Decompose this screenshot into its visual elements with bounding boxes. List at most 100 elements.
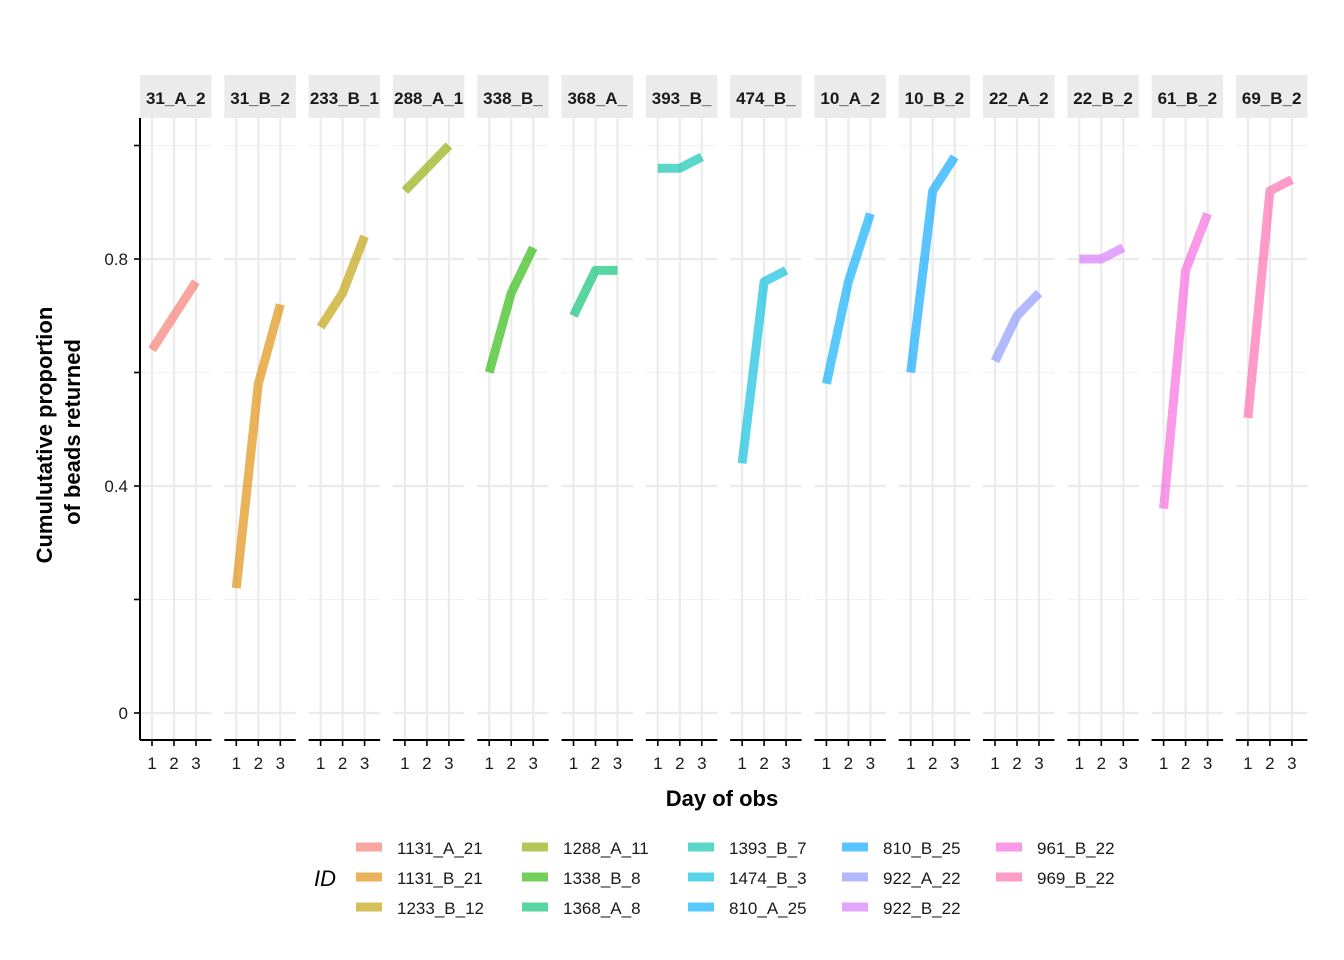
x-tick-label: 2 — [338, 754, 347, 773]
x-axis-title: Day of obs — [666, 786, 778, 811]
legend-label-1393_B_7: 1393_B_7 — [729, 839, 807, 858]
x-tick-label: 3 — [781, 754, 790, 773]
x-tick-label: 3 — [1119, 754, 1128, 773]
facet-panel-961_B_22: 61_B_2 1 2 3 — [1151, 75, 1224, 773]
facet-panel-1288_A_11: 288_A_1 1 2 3 — [392, 75, 465, 773]
legend-label-1368_A_8: 1368_A_8 — [563, 899, 641, 918]
x-tick-label: 1 — [147, 754, 156, 773]
legend: ID 1131_A_21 1131_B_21 1233_B_12 1288_A_11 1… — [314, 839, 1115, 918]
x-tick-label: 3 — [697, 754, 706, 773]
x-tick-label: 1 — [1243, 754, 1252, 773]
x-tick-label: 3 — [950, 754, 959, 773]
facet-strip — [983, 75, 1055, 118]
facet-strip — [898, 75, 971, 118]
y-tick-label: 0 — [119, 704, 128, 723]
x-tick-label: 2 — [1265, 754, 1274, 773]
x-tick-label: 1 — [990, 754, 999, 773]
facet-strip-label: 338_B_ — [483, 89, 543, 108]
x-tick-label: 1 — [822, 754, 831, 773]
x-tick-label: 1 — [400, 754, 409, 773]
legend-label-1131_B_21: 1131_B_21 — [397, 869, 483, 888]
x-tick-label: 1 — [737, 754, 746, 773]
series-line-922_B_22 — [1079, 243, 1126, 264]
facet-panel-969_B_22: 69_B_2 1 2 3 — [1235, 75, 1308, 773]
facet-strip-label: 368_A_ — [567, 89, 627, 108]
series-line-1393_B_7 — [657, 152, 704, 173]
facet-strip — [1235, 75, 1308, 118]
facet-panel-1393_B_7: 393_B_ 1 2 3 — [645, 75, 718, 773]
facet-strip — [561, 75, 633, 118]
x-tick-label: 1 — [653, 754, 662, 773]
x-tick-label: 3 — [444, 754, 453, 773]
x-tick-label: 1 — [906, 754, 915, 773]
series-line-969_B_22 — [1243, 175, 1294, 419]
series-line-1131_A_21 — [148, 279, 200, 353]
x-tick-label: 1 — [1159, 754, 1168, 773]
facet-panel-922_A_22: 22_A_2 1 2 3 — [983, 75, 1055, 773]
x-tick-label: 2 — [422, 754, 431, 773]
x-tick-label: 3 — [1287, 754, 1296, 773]
x-tick-label: 2 — [1012, 754, 1021, 773]
x-tick-label: 2 — [844, 754, 853, 773]
series-line-810_A_25 — [822, 212, 875, 385]
series-line-1368_A_8 — [569, 265, 618, 318]
x-tick-label: 2 — [254, 754, 263, 773]
facet-strip-label: 31_A_2 — [146, 89, 206, 108]
facet-panel-1368_A_8: 368_A_ 1 2 3 — [561, 75, 633, 773]
x-tick-label: 3 — [613, 754, 622, 773]
legend-label-1474_B_3: 1474_B_3 — [729, 869, 807, 888]
facet-panel-1131_A_21: 31_A_2 1 2 3 — [140, 75, 212, 773]
x-tick-label: 2 — [169, 754, 178, 773]
legend-label-1233_B_12: 1233_B_12 — [397, 899, 484, 918]
legend-label-810_B_25: 810_B_25 — [883, 839, 961, 858]
legend-label-1338_B_8: 1338_B_8 — [563, 869, 641, 888]
facet-strip-label: 22_A_2 — [989, 89, 1049, 108]
facet-strip — [140, 75, 212, 118]
series-line-1131_B_21 — [231, 303, 285, 589]
y-tick-label: 0.4 — [104, 477, 128, 496]
facet-strip-label: 288_A_1 — [394, 89, 463, 108]
x-tick-label: 1 — [1075, 754, 1084, 773]
facet-strip — [392, 75, 465, 118]
x-tick-label: 1 — [484, 754, 493, 773]
x-tick-label: 2 — [1181, 754, 1190, 773]
x-tick-label: 3 — [1034, 754, 1043, 773]
facet-strip-label: 393_B_ — [652, 89, 712, 108]
x-tick-label: 3 — [191, 754, 200, 773]
facet-panel-1338_B_8: 338_B_ 1 2 3 — [477, 75, 549, 773]
facet-panel-1474_B_3: 474_B_ 1 2 3 — [730, 75, 802, 773]
y-axis-title-line-1: Cumulutative proportion — [32, 307, 57, 564]
x-tick-label: 2 — [928, 754, 937, 773]
y-tick-label: 0.8 — [104, 250, 128, 269]
facet-strip — [730, 75, 802, 118]
legend-label-1288_A_11: 1288_A_11 — [563, 839, 649, 858]
legend-label-969_B_22: 969_B_22 — [1037, 869, 1115, 888]
facet-strip — [814, 75, 886, 118]
y-axis-title-line-2: of beads returned — [60, 339, 85, 525]
facet-strip-label: 22_B_2 — [1073, 89, 1133, 108]
legend-label-961_B_22: 961_B_22 — [1037, 839, 1115, 858]
x-tick-label: 2 — [591, 754, 600, 773]
y-axis: 0 0.4 0.8 — [104, 118, 141, 740]
x-tick-label: 2 — [506, 754, 515, 773]
series-line-1338_B_8 — [484, 245, 538, 374]
x-tick-label: 3 — [1203, 754, 1212, 773]
x-tick-label: 2 — [1097, 754, 1106, 773]
legend-label-810_A_25: 810_A_25 — [729, 899, 807, 918]
x-tick-label: 3 — [360, 754, 369, 773]
x-tick-label: 3 — [528, 754, 537, 773]
facet-strip-label: 61_B_2 — [1158, 89, 1218, 108]
facet-panel-1233_B_12: 233_B_1 1 2 3 — [308, 75, 381, 773]
x-tick-label: 2 — [759, 754, 768, 773]
series-line-1233_B_12 — [316, 234, 369, 330]
series-line-961_B_22 — [1159, 211, 1212, 510]
series-line-1474_B_3 — [737, 266, 789, 464]
x-tick-label: 1 — [316, 754, 325, 773]
y-axis-title: Cumulutative proportion of beads returne… — [32, 301, 85, 564]
x-tick-label: 3 — [276, 754, 285, 773]
legend-label-1131_A_21: 1131_A_21 — [397, 839, 483, 858]
facet-strip — [308, 75, 381, 118]
